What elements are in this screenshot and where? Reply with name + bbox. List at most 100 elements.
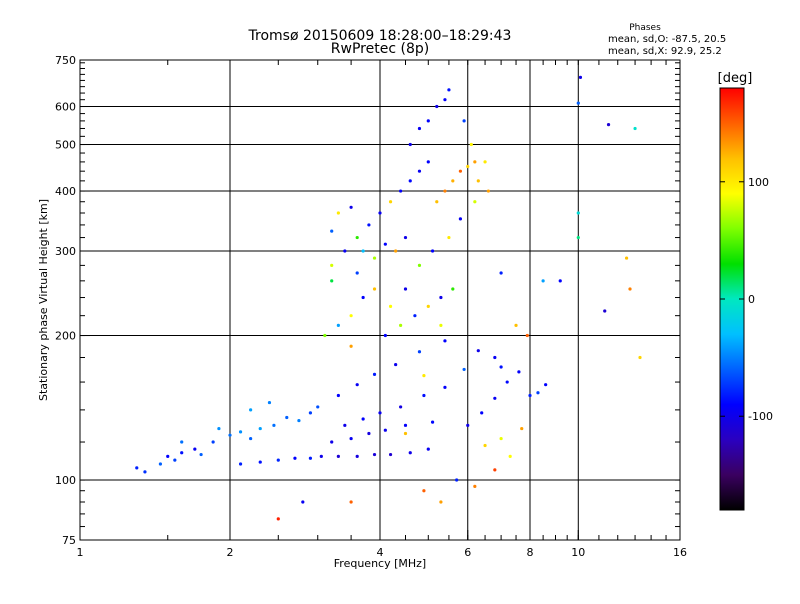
data-point bbox=[308, 456, 313, 460]
data-point bbox=[349, 314, 353, 318]
data-point bbox=[417, 350, 422, 354]
data-point bbox=[336, 211, 340, 215]
data-point bbox=[493, 468, 497, 472]
data-point bbox=[267, 400, 272, 405]
data-point bbox=[558, 279, 562, 283]
data-point bbox=[520, 426, 524, 431]
data-point bbox=[336, 323, 340, 327]
data-point bbox=[493, 355, 497, 360]
data-point bbox=[624, 256, 629, 260]
colorbar-tick-label: 100 bbox=[748, 176, 769, 189]
data-point bbox=[508, 454, 512, 459]
data-point bbox=[378, 411, 382, 415]
data-point bbox=[499, 365, 503, 369]
data-point bbox=[378, 211, 382, 215]
data-point bbox=[638, 355, 642, 360]
data-point bbox=[388, 200, 393, 204]
data-point bbox=[536, 391, 540, 395]
x-tick-label: 8 bbox=[527, 546, 534, 559]
y-axis-label: Stationary phase Virtual Height [km] bbox=[37, 199, 50, 401]
chart-subtitle: RwPretec (8p) bbox=[331, 41, 429, 57]
data-point bbox=[633, 126, 637, 131]
colorbar-ticks: 100 0 -100 bbox=[720, 176, 773, 423]
data-point bbox=[319, 454, 323, 459]
data-point bbox=[443, 339, 447, 343]
data-point bbox=[462, 367, 466, 372]
data-point bbox=[143, 470, 147, 474]
data-point bbox=[603, 309, 607, 313]
data-point bbox=[336, 454, 340, 459]
data-point bbox=[349, 205, 353, 209]
data-point bbox=[388, 304, 393, 309]
data-point bbox=[330, 440, 334, 444]
data-point bbox=[166, 454, 170, 459]
data-point bbox=[447, 235, 451, 240]
data-point bbox=[349, 500, 353, 504]
y-tick-label: 500 bbox=[55, 139, 76, 152]
data-point bbox=[426, 119, 430, 123]
data-point bbox=[576, 211, 580, 215]
data-point bbox=[238, 462, 243, 466]
data-point bbox=[455, 478, 459, 482]
data-point bbox=[403, 235, 408, 240]
x-tick-label: 6 bbox=[464, 546, 471, 559]
data-point bbox=[473, 160, 477, 164]
data-point bbox=[285, 415, 289, 420]
data-point bbox=[211, 440, 215, 444]
data-point bbox=[417, 263, 422, 267]
data-point bbox=[383, 428, 387, 432]
data-point bbox=[372, 372, 377, 376]
data-point bbox=[499, 436, 503, 441]
data-point bbox=[578, 75, 583, 79]
data-point bbox=[135, 466, 139, 470]
data-point bbox=[408, 179, 412, 183]
data-point bbox=[301, 500, 305, 504]
data-point bbox=[505, 380, 509, 384]
stats-line-o: mean, sd,O: -87.5, 20.5 bbox=[608, 34, 726, 45]
data-point bbox=[217, 426, 221, 431]
data-point bbox=[272, 423, 276, 427]
data-point bbox=[372, 256, 377, 260]
data-point bbox=[426, 447, 430, 451]
data-point bbox=[372, 287, 377, 291]
data-point bbox=[399, 189, 403, 193]
data-point bbox=[435, 104, 439, 109]
data-point bbox=[403, 287, 408, 291]
data-point bbox=[483, 160, 487, 164]
data-point bbox=[458, 217, 463, 221]
y-tick-label: 400 bbox=[55, 185, 76, 198]
data-point bbox=[399, 405, 403, 409]
data-point bbox=[417, 126, 422, 131]
data-point bbox=[258, 460, 262, 464]
data-point bbox=[361, 417, 365, 421]
data-point bbox=[258, 426, 262, 431]
colorbar-label: [deg] bbox=[718, 71, 753, 86]
data-point bbox=[293, 456, 297, 460]
data-point bbox=[430, 420, 435, 424]
stats-heading: Phases bbox=[629, 23, 661, 33]
x-tick-label: 2 bbox=[227, 546, 234, 559]
data-point bbox=[173, 458, 177, 462]
data-point bbox=[544, 383, 548, 387]
x-axis-label: Frequency [MHz] bbox=[334, 557, 426, 570]
data-point bbox=[469, 142, 473, 147]
data-point bbox=[473, 484, 477, 488]
x-tick-label: 1 bbox=[77, 546, 84, 559]
data-point bbox=[443, 385, 447, 389]
data-point bbox=[316, 405, 320, 409]
y-tick-label: 600 bbox=[55, 101, 76, 114]
data-point bbox=[330, 279, 334, 283]
data-point bbox=[430, 249, 435, 253]
data-point bbox=[408, 451, 412, 455]
data-point bbox=[383, 333, 387, 338]
data-point bbox=[451, 287, 455, 291]
data-point bbox=[443, 98, 447, 102]
data-point bbox=[476, 179, 480, 183]
x-tick-label: 16 bbox=[673, 546, 687, 559]
data-point bbox=[323, 333, 327, 338]
data-point bbox=[361, 295, 365, 300]
data-point bbox=[193, 447, 197, 451]
data-point bbox=[367, 223, 371, 227]
data-point bbox=[403, 423, 408, 427]
